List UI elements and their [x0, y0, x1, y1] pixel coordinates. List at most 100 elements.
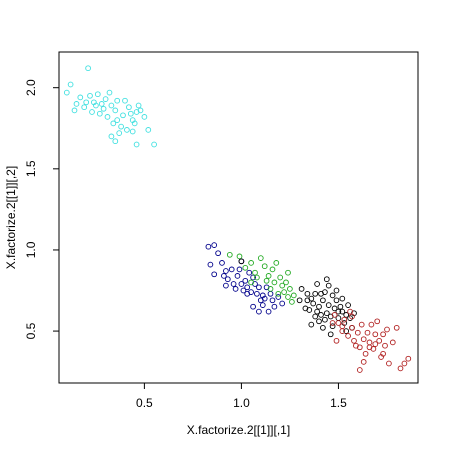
data-point	[244, 284, 251, 291]
data-point	[261, 263, 268, 270]
data-point	[118, 123, 124, 130]
data-point	[259, 302, 266, 308]
data-point	[349, 324, 355, 331]
data-point	[114, 117, 121, 123]
data-point	[296, 297, 303, 304]
data-point	[372, 341, 379, 347]
data-point	[275, 294, 282, 300]
data-point	[322, 316, 328, 323]
data-point	[129, 128, 136, 135]
data-point	[265, 308, 272, 315]
data-point	[318, 290, 324, 297]
data-point	[269, 266, 276, 273]
data-point	[256, 308, 262, 315]
data-point	[263, 277, 270, 284]
data-point	[145, 127, 152, 133]
data-point	[267, 286, 274, 292]
data-point	[133, 141, 140, 148]
data-point	[401, 360, 408, 367]
data-point	[323, 310, 330, 317]
data-point	[221, 273, 227, 279]
data-point	[93, 102, 99, 109]
x-tick-label: 0.5	[136, 396, 153, 410]
data-point	[236, 253, 243, 260]
data-point	[339, 295, 346, 302]
data-point	[333, 287, 340, 294]
data-point	[110, 120, 117, 127]
data-point	[252, 269, 258, 276]
data-point	[345, 333, 351, 339]
data-point	[63, 89, 70, 96]
data-point	[265, 273, 272, 279]
data-point	[329, 292, 336, 299]
data-point	[211, 271, 218, 278]
data-point	[339, 308, 346, 315]
data-point	[360, 359, 367, 365]
data-point	[312, 313, 319, 320]
data-point	[238, 258, 245, 265]
data-point	[285, 269, 291, 276]
data-point	[102, 96, 109, 102]
data-point	[362, 350, 369, 357]
data-point	[242, 264, 249, 271]
data-point	[127, 110, 134, 117]
data-points	[63, 65, 412, 373]
data-point	[215, 250, 221, 257]
data-point	[71, 107, 78, 114]
data-point	[405, 355, 412, 362]
data-point	[323, 276, 330, 283]
data-point	[240, 287, 247, 294]
data-point	[345, 302, 351, 308]
data-point	[304, 290, 311, 297]
data-point	[339, 323, 346, 330]
data-point	[386, 360, 392, 367]
data-point	[261, 295, 268, 302]
data-point	[254, 274, 260, 281]
y-axis-label: X.factorize.2[[1]][,2]	[4, 166, 18, 269]
data-point	[310, 300, 317, 307]
data-point	[257, 255, 264, 261]
data-point	[329, 323, 336, 330]
data-point	[393, 324, 400, 331]
data-point	[285, 294, 291, 300]
y-tick-label: 1.5	[24, 160, 38, 177]
y-tick-label: 1.0	[24, 241, 38, 258]
data-point	[333, 337, 340, 344]
data-point	[314, 308, 320, 315]
x-tick-label: 1.0	[233, 396, 250, 410]
data-point	[137, 107, 144, 114]
data-point	[316, 318, 322, 325]
data-point	[380, 331, 386, 338]
data-point	[382, 342, 388, 349]
data-point	[232, 286, 239, 292]
data-point	[94, 91, 101, 98]
data-point	[248, 260, 254, 266]
data-point	[230, 281, 237, 287]
data-point	[320, 324, 326, 331]
data-point	[77, 94, 84, 101]
x-axis-label: X.factorize.2[[1]][,1]	[187, 423, 290, 437]
data-point	[271, 279, 278, 286]
data-point	[226, 251, 233, 258]
data-point	[104, 114, 111, 120]
data-point	[112, 138, 119, 145]
data-point	[364, 329, 371, 336]
data-point	[244, 290, 251, 297]
data-point	[124, 127, 130, 133]
data-point	[275, 290, 282, 297]
data-point	[126, 104, 132, 111]
data-point	[279, 282, 286, 289]
data-point	[335, 308, 342, 315]
data-point	[256, 284, 262, 291]
data-point	[354, 329, 361, 336]
data-point	[106, 89, 113, 96]
data-point	[368, 321, 375, 328]
data-point	[224, 276, 231, 283]
data-point	[85, 65, 91, 72]
data-point	[238, 281, 245, 287]
data-point	[360, 336, 367, 343]
data-point	[228, 266, 235, 273]
data-point	[211, 242, 218, 248]
